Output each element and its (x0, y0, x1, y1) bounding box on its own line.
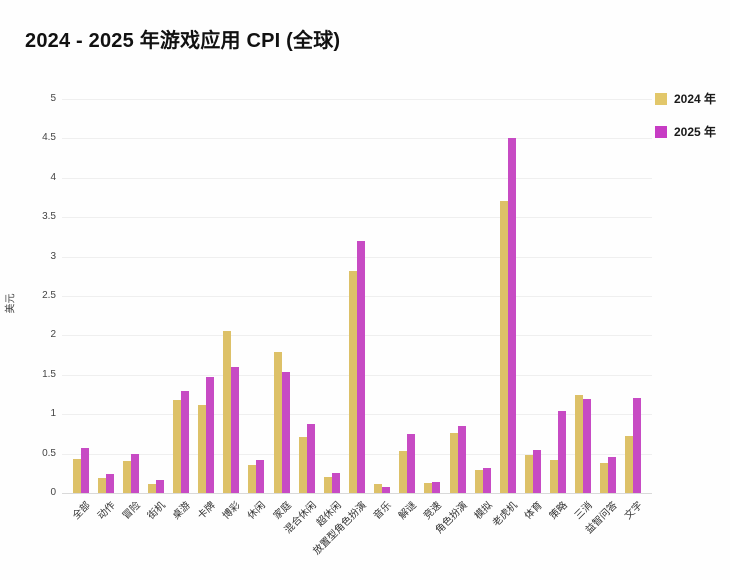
bar-2024年-桌游[interactable] (173, 400, 182, 493)
y-axis-title: 美元 (5, 293, 17, 314)
bar-2024年-全部[interactable] (72, 459, 81, 493)
bar-2024年-老虎机[interactable] (499, 201, 508, 493)
bar-2025年-竞速[interactable] (432, 481, 441, 493)
bar-2024年-混合休闲[interactable] (298, 437, 307, 493)
bar-2025年-卡牌[interactable] (206, 377, 215, 493)
y-tick-label: 4.5 (42, 132, 56, 144)
bar-2024年-家庭[interactable] (273, 351, 282, 493)
bar-2024年-博彩[interactable] (223, 330, 232, 493)
bar-2025年-放置型角色扮演[interactable] (357, 240, 365, 493)
bar-2025年-动作[interactable] (105, 474, 114, 493)
gridline (62, 177, 652, 179)
bar-2024年-竞速[interactable] (424, 482, 433, 493)
legend-swatch-icon (655, 92, 667, 105)
bar-2025年-体育[interactable] (532, 449, 541, 493)
bar-2025年-混合休闲[interactable] (306, 424, 315, 493)
chart-title: 2024 - 2025 年游戏应用 CPI (全球) (25, 30, 341, 52)
bar-2024年-动作[interactable] (97, 478, 106, 493)
bar-2025年-角色扮演[interactable] (457, 426, 466, 493)
bar-2025年-模拟[interactable] (482, 467, 491, 493)
bar-2025年-休闲[interactable] (256, 459, 265, 493)
bar-2025年-音乐[interactable] (382, 486, 391, 493)
bar-2025年-桌游[interactable] (181, 390, 190, 493)
bar-2024年-解谜[interactable] (399, 451, 408, 493)
y-tick-label: 2 (50, 329, 56, 341)
gridline (62, 217, 652, 219)
legend-label: 2025 年 (674, 125, 717, 139)
legend-swatch-icon (655, 125, 667, 138)
bar-2025年-三消[interactable] (583, 399, 592, 493)
bar-2025年-家庭[interactable] (281, 371, 290, 493)
legend: 2024 年 2025 年 (655, 90, 716, 140)
bar-2025年-策略[interactable] (558, 411, 567, 493)
bar-2024年-文字[interactable] (625, 436, 634, 493)
bar-2024年-三消[interactable] (575, 394, 584, 493)
bar-2024年-卡牌[interactable] (198, 404, 207, 493)
bar-2024年-益智问答[interactable] (600, 463, 609, 493)
bar-2025年-街机[interactable] (155, 479, 164, 493)
gridline (62, 138, 652, 140)
bar-2024年-冒险[interactable] (122, 460, 131, 493)
bar-2025年-文字[interactable] (633, 398, 642, 493)
y-tick-label: 5 (50, 93, 56, 104)
bar-2024年-模拟[interactable] (474, 470, 483, 493)
bar-2024年-体育[interactable] (524, 455, 533, 493)
bar-2025年-冒险[interactable] (130, 454, 139, 493)
bar-2025年-博彩[interactable] (231, 366, 240, 493)
legend-label: 2024 年 (674, 92, 717, 106)
bar-2024年-策略[interactable] (550, 459, 559, 493)
bar-2024年-街机[interactable] (147, 483, 156, 493)
y-tick-label: 1 (50, 408, 56, 420)
legend-item-2024年[interactable]: 2024 年 (655, 90, 716, 107)
legend-item-2025年[interactable]: 2025 年 (655, 123, 716, 140)
y-tick-label: 3.5 (42, 211, 56, 223)
y-tick-label: 1.5 (42, 368, 56, 380)
bar-2025年-全部[interactable] (80, 448, 89, 493)
bar-2025年-超休闲[interactable] (331, 473, 340, 493)
gridline (62, 99, 652, 100)
y-tick-label: 0.5 (42, 447, 56, 459)
y-tick-label: 4 (50, 171, 56, 183)
bar-2024年-角色扮演[interactable] (449, 433, 458, 493)
bar-2024年-音乐[interactable] (374, 484, 383, 493)
bar-2025年-老虎机[interactable] (507, 138, 516, 493)
bar-2024年-超休闲[interactable] (323, 477, 332, 493)
bar-2024年-放置型角色扮演[interactable] (349, 270, 357, 493)
y-tick-label: 3 (50, 250, 56, 262)
y-tick-label: 2.5 (42, 290, 56, 301)
x-axis-line (62, 493, 652, 494)
y-tick-label: 0 (50, 487, 56, 498)
bar-2024年-休闲[interactable] (248, 464, 257, 493)
bar-2025年-益智问答[interactable] (608, 456, 617, 493)
bar-2025年-解谜[interactable] (407, 433, 416, 493)
